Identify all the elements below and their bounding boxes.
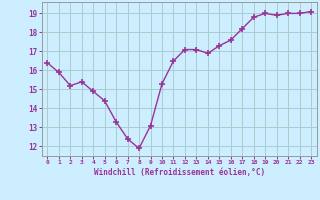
X-axis label: Windchill (Refroidissement éolien,°C): Windchill (Refroidissement éolien,°C)	[94, 168, 265, 177]
